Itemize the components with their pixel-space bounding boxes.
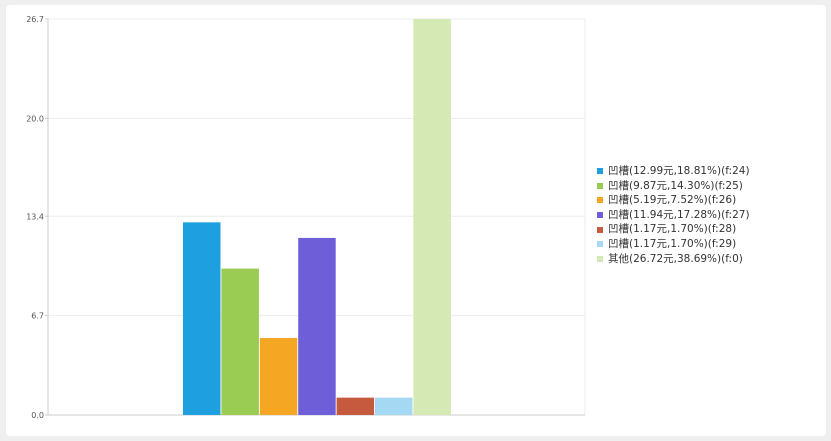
bar [413,19,451,415]
legend-label: 其他(26.72元,38.69%)(f:0) [608,252,743,265]
bar [375,397,413,415]
legend-label: 凹槽(12.99元,18.81%)(f:24) [608,165,750,177]
legend-swatch [597,212,603,219]
legend-swatch [597,168,603,175]
y-tick-label: 0.0 [31,411,44,420]
y-tick-label: 13.4 [26,212,44,221]
bar [183,222,221,415]
legend-item[interactable]: 其他(26.72元,38.69%)(f:0) [597,252,750,267]
legend-label: 凹槽(1.17元,1.70%)(f:28) [608,223,737,236]
legend-item[interactable]: 凹槽(12.99元,18.81%)(f:24) [597,164,750,179]
legend-label: 凹槽(11.94元,17.28%)(f:27) [608,208,750,221]
legend: 凹槽(12.99元,18.81%)(f:24) 凹槽(9.87元,14.30%)(… [597,164,750,266]
y-tick-label: 6.7 [31,312,44,321]
legend-item[interactable]: 凹槽(1.17元,1.70%)(f:28) [597,222,750,237]
legend-swatch [597,197,603,204]
legend-item[interactable]: 凹槽(9.87元,14.30%)(f:25) [597,179,750,194]
legend-item[interactable]: 凹槽(1.17元,1.70%)(f:29) [597,237,750,252]
bar [298,237,336,415]
legend-swatch [597,255,603,262]
legend-swatch [597,226,603,233]
bar [336,397,375,415]
legend-item[interactable]: 凹槽(11.94元,17.28%)(f:27) [597,208,750,223]
legend-label: 凹槽(1.17元,1.70%)(f:29) [608,237,737,250]
legend-label: 凹槽(9.87元,14.30%)(f:25) [608,179,743,192]
legend-swatch [597,241,603,248]
bar [221,268,259,415]
legend-label: 凹槽(5.19元,7.52%)(f:26) [608,194,737,207]
bar [259,338,298,415]
y-tick-label: 20.0 [26,114,44,123]
legend-swatch [597,182,603,189]
legend-item[interactable]: 凹槽(5.19元,7.52%)(f:26) [597,193,750,208]
y-tick-label: 26.7 [26,15,44,24]
